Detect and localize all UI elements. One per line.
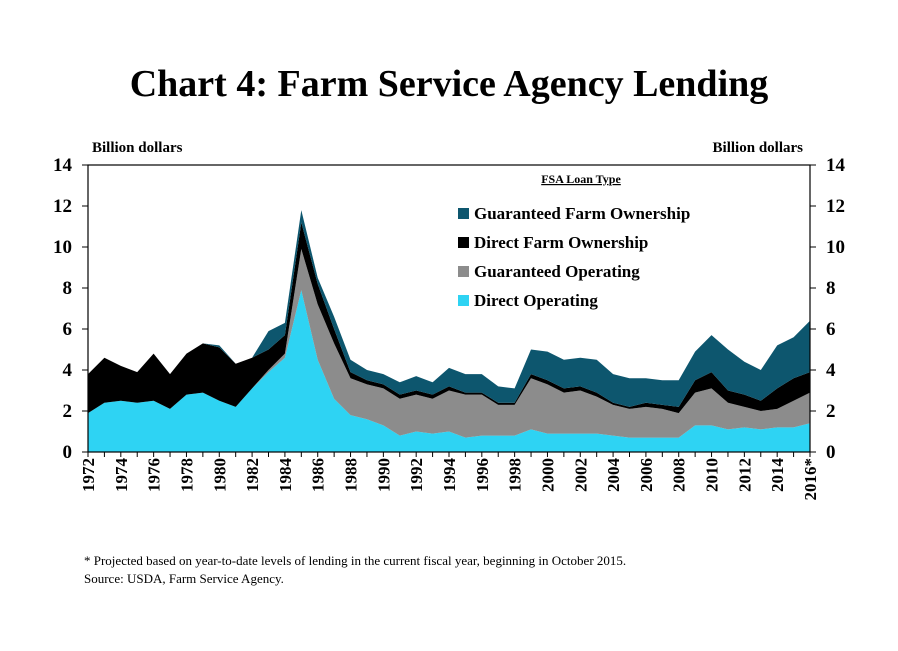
right-axis-unit: Billion dollars <box>712 140 803 156</box>
y-tick-label-left: 10 <box>53 237 72 258</box>
legend-label-direct-operating: Direct Operating <box>474 291 598 310</box>
y-tick-label-left: 2 <box>63 401 73 422</box>
y-tick-label-left: 4 <box>63 360 73 381</box>
legend-label-guaranteed-operating: Guaranteed Operating <box>474 262 640 281</box>
y-tick-label-right: 2 <box>826 401 836 422</box>
y-tick-label-right: 6 <box>826 319 836 340</box>
left-axis-unit: Billion dollars <box>92 140 183 156</box>
y-tick-label-left: 12 <box>53 196 72 217</box>
x-tick-label: 1990 <box>374 458 393 492</box>
legend-swatch-guaranteed-farm-ownership <box>458 208 469 219</box>
x-tick-label: 1996 <box>473 458 492 492</box>
x-tick-label: 1976 <box>145 458 164 492</box>
x-tick-label: 2000 <box>538 458 557 492</box>
y-tick-label-right: 12 <box>826 196 845 217</box>
x-tick-label: 2008 <box>670 458 689 492</box>
x-tick-label: 1980 <box>210 458 229 492</box>
y-tick-label-left: 8 <box>63 278 73 299</box>
x-tick-label: 2002 <box>571 458 590 492</box>
source-note: Source: USDA, Farm Service Agency. <box>84 571 284 586</box>
x-tick-label: 2012 <box>735 458 754 492</box>
x-tick-label: 2006 <box>637 458 656 492</box>
area-guaranteed-farm-ownership <box>88 210 810 407</box>
area-guaranteed-operating <box>88 249 810 438</box>
x-tick-label: 1984 <box>276 458 295 493</box>
x-tick-label: 1982 <box>243 458 262 492</box>
area-direct-farm-ownership <box>88 222 810 414</box>
y-tick-label-right: 14 <box>826 155 846 176</box>
y-tick-label-left: 6 <box>63 319 73 340</box>
area-direct-operating <box>88 290 810 452</box>
y-tick-label-left: 14 <box>53 155 73 176</box>
x-tick-label: 1988 <box>342 458 361 492</box>
x-tick-label: 1992 <box>407 458 426 492</box>
legend-swatch-direct-farm-ownership <box>458 237 469 248</box>
x-tick-label: 1998 <box>506 458 525 492</box>
x-tick-label: 1986 <box>309 458 328 492</box>
x-tick-label: 1994 <box>440 458 459 493</box>
x-tick-label: 1978 <box>177 458 196 492</box>
chart-title: Chart 4: Farm Service Agency Lending <box>129 63 769 105</box>
legend-label-guaranteed-farm-ownership: Guaranteed Farm Ownership <box>474 204 690 223</box>
y-tick-label-left: 0 <box>63 442 73 463</box>
legend-swatch-guaranteed-operating <box>458 266 469 277</box>
legend-label-direct-farm-ownership: Direct Farm Ownership <box>474 233 648 252</box>
legend-title: FSA Loan Type <box>541 172 621 186</box>
y-tick-label-right: 10 <box>826 237 845 258</box>
x-tick-label: 2010 <box>703 458 722 492</box>
x-tick-label: 2004 <box>604 458 623 493</box>
x-tick-label: 2016* <box>801 458 820 501</box>
y-tick-label-right: 0 <box>826 442 836 463</box>
x-tick-label: 1974 <box>112 458 131 493</box>
y-tick-label-right: 4 <box>826 360 836 381</box>
y-tick-label-right: 8 <box>826 278 836 299</box>
footnote: * Projected based on year-to-date levels… <box>84 553 627 568</box>
x-tick-label: 2014 <box>768 458 787 493</box>
x-tick-label: 1972 <box>79 458 98 492</box>
legend-swatch-direct-operating <box>458 295 469 306</box>
